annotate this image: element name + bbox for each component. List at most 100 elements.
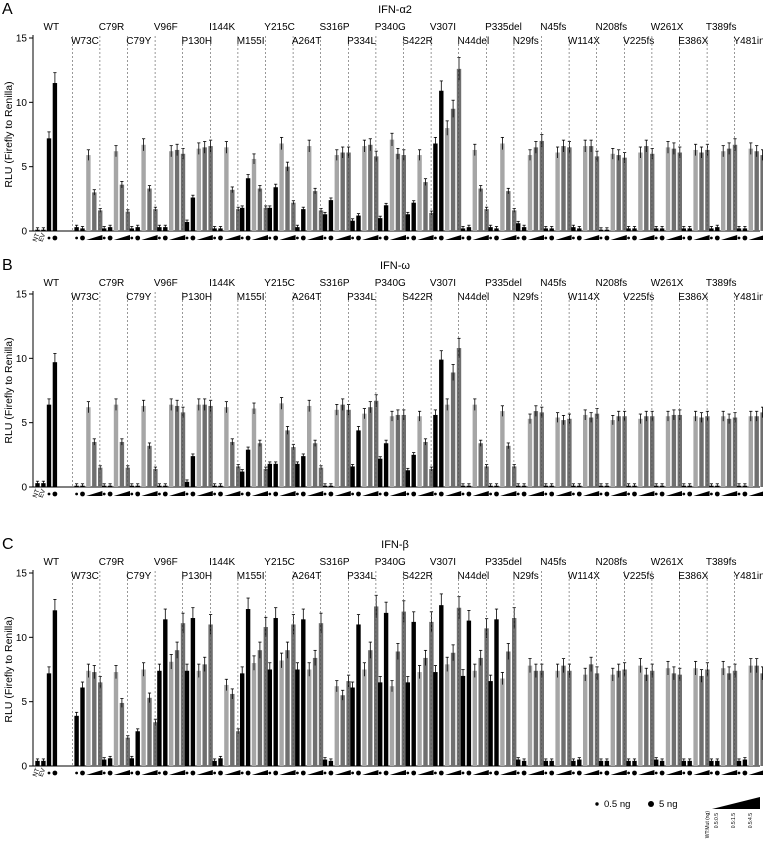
bar: [190, 618, 196, 766]
bar: [616, 155, 621, 231]
bar: [279, 143, 284, 231]
bar: [113, 672, 119, 766]
dose-marker-small: [572, 236, 575, 240]
bar: [488, 681, 493, 766]
bar: [665, 416, 671, 487]
bar: [374, 156, 379, 231]
bar: [362, 669, 367, 766]
dose-marker-large: [107, 235, 113, 241]
bar: [417, 155, 422, 231]
bar: [240, 471, 245, 487]
group-label: C79R: [99, 557, 125, 568]
dose-marker-large: [218, 770, 223, 776]
dose-marker-small: [710, 492, 713, 496]
dose-marker-large: [466, 770, 472, 776]
group-label: A264T: [292, 571, 321, 582]
dose-marker-large: [245, 491, 251, 497]
dose-marker-large: [52, 770, 58, 776]
bar: [583, 674, 588, 766]
group-label: Y215C: [264, 22, 295, 33]
bar: [52, 362, 58, 487]
dose-marker-small: [102, 236, 106, 240]
bar: [340, 152, 345, 231]
bar: [401, 414, 406, 487]
bar: [417, 672, 422, 766]
bar: [322, 214, 328, 231]
legend-wtmut-title: WT:Mut (ng): [705, 811, 711, 839]
dose-marker-small: [351, 236, 354, 240]
dose-marker-small: [323, 771, 327, 775]
bar: [571, 760, 576, 766]
bar: [135, 731, 140, 766]
bar: [726, 418, 732, 487]
panel-title: IFN-α2: [378, 4, 412, 16]
bar: [500, 411, 505, 487]
bar: [726, 148, 732, 231]
dose-marker-large: [604, 491, 610, 497]
dose-marker-small: [461, 492, 465, 496]
bar: [622, 669, 627, 766]
bar: [721, 151, 726, 231]
bar: [555, 417, 560, 487]
bar: [626, 760, 631, 766]
bar: [622, 416, 627, 487]
bar: [411, 202, 416, 231]
dose-marker-small: [682, 771, 686, 775]
bar: [52, 83, 58, 232]
bar: [356, 215, 361, 231]
bar: [368, 650, 373, 766]
bar: [301, 209, 306, 231]
bar: [301, 456, 306, 487]
bar: [445, 404, 450, 487]
dose-marker-small: [627, 236, 630, 240]
bar: [86, 407, 91, 487]
bar: [588, 417, 594, 487]
bar: [561, 146, 566, 231]
dose-marker-large: [300, 235, 306, 241]
group-label: S316P: [320, 278, 350, 289]
bar: [80, 687, 85, 766]
bar: [184, 481, 190, 487]
bar: [267, 669, 272, 766]
bar: [245, 178, 251, 231]
dose-marker-large: [107, 770, 113, 776]
dose-marker-large: [494, 491, 499, 497]
bar: [429, 621, 434, 766]
ratio-wedge: [389, 491, 406, 496]
bar: [295, 463, 300, 487]
bar: [196, 148, 201, 231]
bar: [285, 166, 290, 231]
bar: [92, 672, 97, 766]
bar: [533, 411, 539, 487]
bar: [671, 148, 677, 231]
group-label: S422R: [402, 36, 433, 47]
bar: [395, 153, 401, 231]
group-label: C79Y: [126, 571, 151, 582]
bar: [567, 418, 572, 487]
bar: [125, 211, 130, 231]
bar: [748, 416, 753, 487]
ratio-wedge: [224, 770, 241, 775]
dose-marker-large: [273, 235, 279, 241]
bar: [46, 404, 52, 487]
bar: [141, 144, 146, 231]
bar: [588, 664, 594, 766]
bar: [389, 139, 395, 231]
bar: [654, 759, 659, 766]
dose-marker-large: [742, 491, 748, 497]
ratio-wedge: [307, 770, 324, 775]
dose-marker-small: [489, 771, 492, 775]
bar: [671, 414, 677, 487]
bar: [610, 153, 615, 231]
dose-marker-large: [687, 491, 693, 497]
ratio-wedge: [169, 770, 186, 775]
dose-marker-large: [52, 235, 58, 241]
group-label: M155I: [237, 292, 265, 303]
group-label: V96F: [154, 557, 178, 568]
bar: [378, 218, 383, 231]
bar: [539, 670, 544, 766]
bar: [196, 670, 201, 766]
bar: [604, 760, 610, 766]
group-label: E386X: [678, 292, 708, 303]
